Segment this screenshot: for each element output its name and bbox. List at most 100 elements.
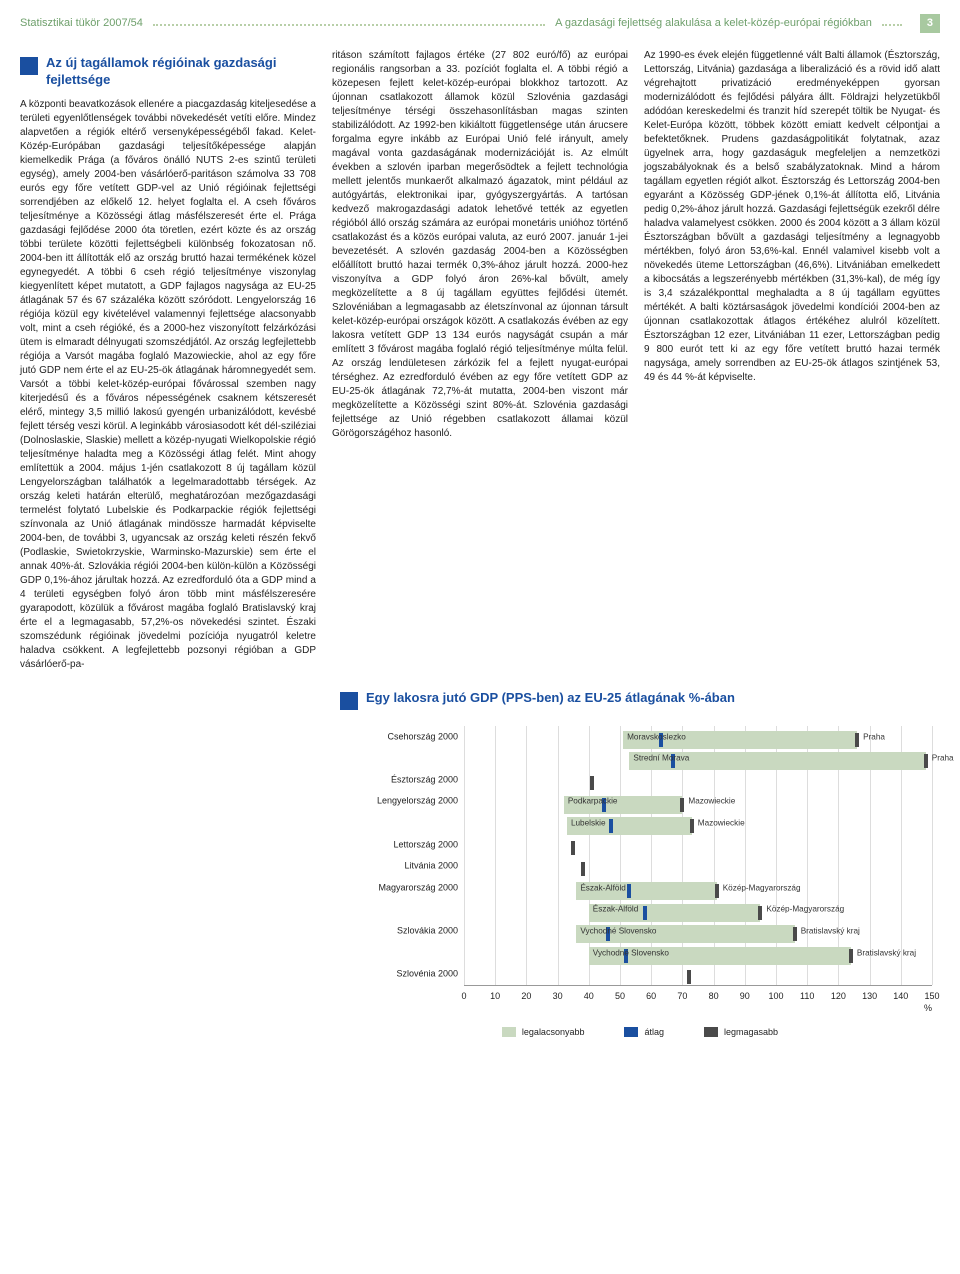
- xtick-label: 110: [800, 990, 814, 1003]
- header-dots-right: [882, 24, 902, 26]
- low-region-label: Strední Morava: [633, 753, 689, 764]
- chart-row: Csehország 2000MoravskoslezkoPraha: [464, 726, 932, 748]
- chart-row: Vychodné SlovenskoBratislavský kraj: [464, 942, 932, 964]
- high-tick: [690, 819, 694, 833]
- chart-row: Strední MoravaPraha: [464, 747, 932, 769]
- section-marker-icon: [20, 57, 38, 75]
- col3-text: Az 1990-es évek elején függetlenné vált …: [644, 49, 940, 385]
- high-tick: [571, 841, 575, 855]
- legend-low-label: legalacsonyabb: [522, 1026, 585, 1039]
- chart-block: Egy lakosra jutó GDP (PPS-ben) az EU-25 …: [340, 690, 940, 1043]
- legend-avg-swatch: [624, 1027, 638, 1037]
- xtick-label: 100: [768, 990, 783, 1003]
- text-columns: Az új tagállamok régióinak gazdasági fej…: [20, 49, 940, 672]
- chart-area: Csehország 2000 Moravskoslezko Praha Stredn…: [340, 720, 940, 1043]
- high-tick: [581, 862, 585, 876]
- xtick-label: 60: [646, 990, 656, 1003]
- high-tick: [758, 906, 762, 920]
- row-label: Szlovákia 2000: [348, 925, 464, 938]
- legend-avg-label: átlag: [644, 1026, 664, 1039]
- xtick-label: 30: [553, 990, 563, 1003]
- low-region-label: Észak-Alföld: [580, 882, 626, 893]
- section-head: Az új tagállamok régióinak gazdasági fej…: [20, 55, 316, 88]
- legend-high-swatch: [704, 1027, 718, 1037]
- page-header: Statisztikai tükör 2007/54 A gazdasági f…: [20, 14, 940, 33]
- low-region-label: Észak-Alföld: [593, 904, 639, 915]
- avg-tick: [643, 906, 647, 920]
- high-tick: [793, 927, 797, 941]
- chart-xaxis: % 0102030405060708090100110120130140150: [464, 986, 932, 1014]
- xtick-label: 20: [521, 990, 531, 1003]
- chart-grid: Csehország 2000MoravskoslezkoPrahaStredn…: [464, 726, 932, 986]
- column-3: Az 1990-es évek elején függetlenné vált …: [644, 49, 940, 672]
- xtick-label: 80: [709, 990, 719, 1003]
- col1-text: A központi beavatkozások ellenére a piac…: [20, 98, 316, 672]
- chart-legend: legalacsonyabb átlag legmagasabb: [344, 1026, 936, 1039]
- low-region-label: Lubelskie: [571, 817, 606, 828]
- low-region-label: Podkarpackie: [568, 796, 618, 807]
- column-1: Az új tagállamok régióinak gazdasági fej…: [20, 49, 316, 672]
- legend-low: legalacsonyabb: [502, 1026, 585, 1039]
- xtick-label: 40: [584, 990, 594, 1003]
- legend-low-swatch: [502, 1027, 516, 1037]
- page-number: 3: [920, 14, 940, 33]
- xtick-label: 10: [490, 990, 500, 1003]
- high-tick: [715, 884, 719, 898]
- row-label: Lettország 2000: [348, 838, 464, 851]
- chart-head: Egy lakosra jutó GDP (PPS-ben) az EU-25 …: [340, 690, 940, 710]
- high-region-label: Praha: [932, 753, 954, 764]
- high-region-label: Közép-Magyarország: [766, 904, 844, 915]
- chart-row: Észtország 2000: [464, 769, 932, 791]
- column-2: ritáson számított fajlagos értéke (27 80…: [332, 49, 628, 672]
- high-region-label: Bratislavský kraj: [801, 925, 860, 936]
- row-label: Szlovénia 2000: [348, 968, 464, 981]
- xtick-label: 140: [893, 990, 908, 1003]
- chart-row: Szlovénia 2000: [464, 963, 932, 985]
- header-dots-left: [153, 24, 545, 26]
- chart-row: Magyarország 2000Észak-AlföldKözép-Magya…: [464, 877, 932, 899]
- high-tick: [590, 776, 594, 790]
- col2-paragraph: ritáson számított fajlagos értéke (27 80…: [332, 49, 628, 441]
- chart-row: Észak-Alföld Közép-Magyarország: [464, 899, 932, 921]
- avg-tick: [627, 884, 631, 898]
- col2-text: ritáson számított fajlagos értéke (27 80…: [332, 49, 628, 441]
- high-tick: [924, 754, 928, 768]
- legend-avg: átlag: [624, 1026, 664, 1039]
- high-region-label: Közép-Magyarország: [723, 882, 801, 893]
- legend-high: legmagasabb: [704, 1026, 778, 1039]
- xtick-label: 90: [740, 990, 750, 1003]
- header-left: Statisztikai tükör 2007/54: [20, 16, 143, 31]
- chart-title: Egy lakosra jutó GDP (PPS-ben) az EU-25 …: [366, 690, 735, 706]
- xtick-label: 130: [862, 990, 877, 1003]
- xtick-label: 70: [677, 990, 687, 1003]
- xtick-label: 50: [615, 990, 625, 1003]
- row-label: Magyarország 2000: [348, 881, 464, 894]
- chart-row: Lengyelország 2000PodkarpackieMazowiecki…: [464, 791, 932, 813]
- chart-row: Litvánia 2000: [464, 855, 932, 877]
- chart-row: Lettország 2000: [464, 834, 932, 856]
- row-label: Csehország 2000: [348, 730, 464, 743]
- row-label: Lengyelország 2000: [348, 795, 464, 808]
- low-region-label: Vychodné Slovensko: [580, 925, 656, 936]
- section-title: Az új tagállamok régióinak gazdasági fej…: [46, 55, 316, 88]
- low-region-label: Moravskoslezko: [627, 731, 686, 742]
- avg-tick: [609, 819, 613, 833]
- gridline: [932, 726, 933, 985]
- high-region-label: Mazowieckie: [698, 817, 745, 828]
- high-region-label: Mazowieckie: [688, 796, 735, 807]
- high-tick: [687, 970, 691, 984]
- chart-row: Szlovákia 2000Vychodné SlovenskoBratisla…: [464, 920, 932, 942]
- high-region-label: Praha: [863, 731, 885, 742]
- row-label: Észtország 2000: [348, 774, 464, 787]
- chart-unit: %: [924, 1002, 932, 1015]
- chart-marker-icon: [340, 692, 358, 710]
- low-region-label: Vychodné Slovensko: [593, 947, 669, 958]
- header-right: A gazdasági fejlettség alakulása a kelet…: [555, 16, 872, 31]
- col3-paragraph: Az 1990-es évek elején függetlenné vált …: [644, 49, 940, 385]
- xtick-label: 0: [461, 990, 466, 1003]
- legend-high-label: legmagasabb: [724, 1026, 778, 1039]
- high-tick: [680, 798, 684, 812]
- chart-row: Lubelskie Mazowieckie: [464, 812, 932, 834]
- row-label: Litvánia 2000: [348, 860, 464, 873]
- xtick-label: 150: [924, 990, 939, 1003]
